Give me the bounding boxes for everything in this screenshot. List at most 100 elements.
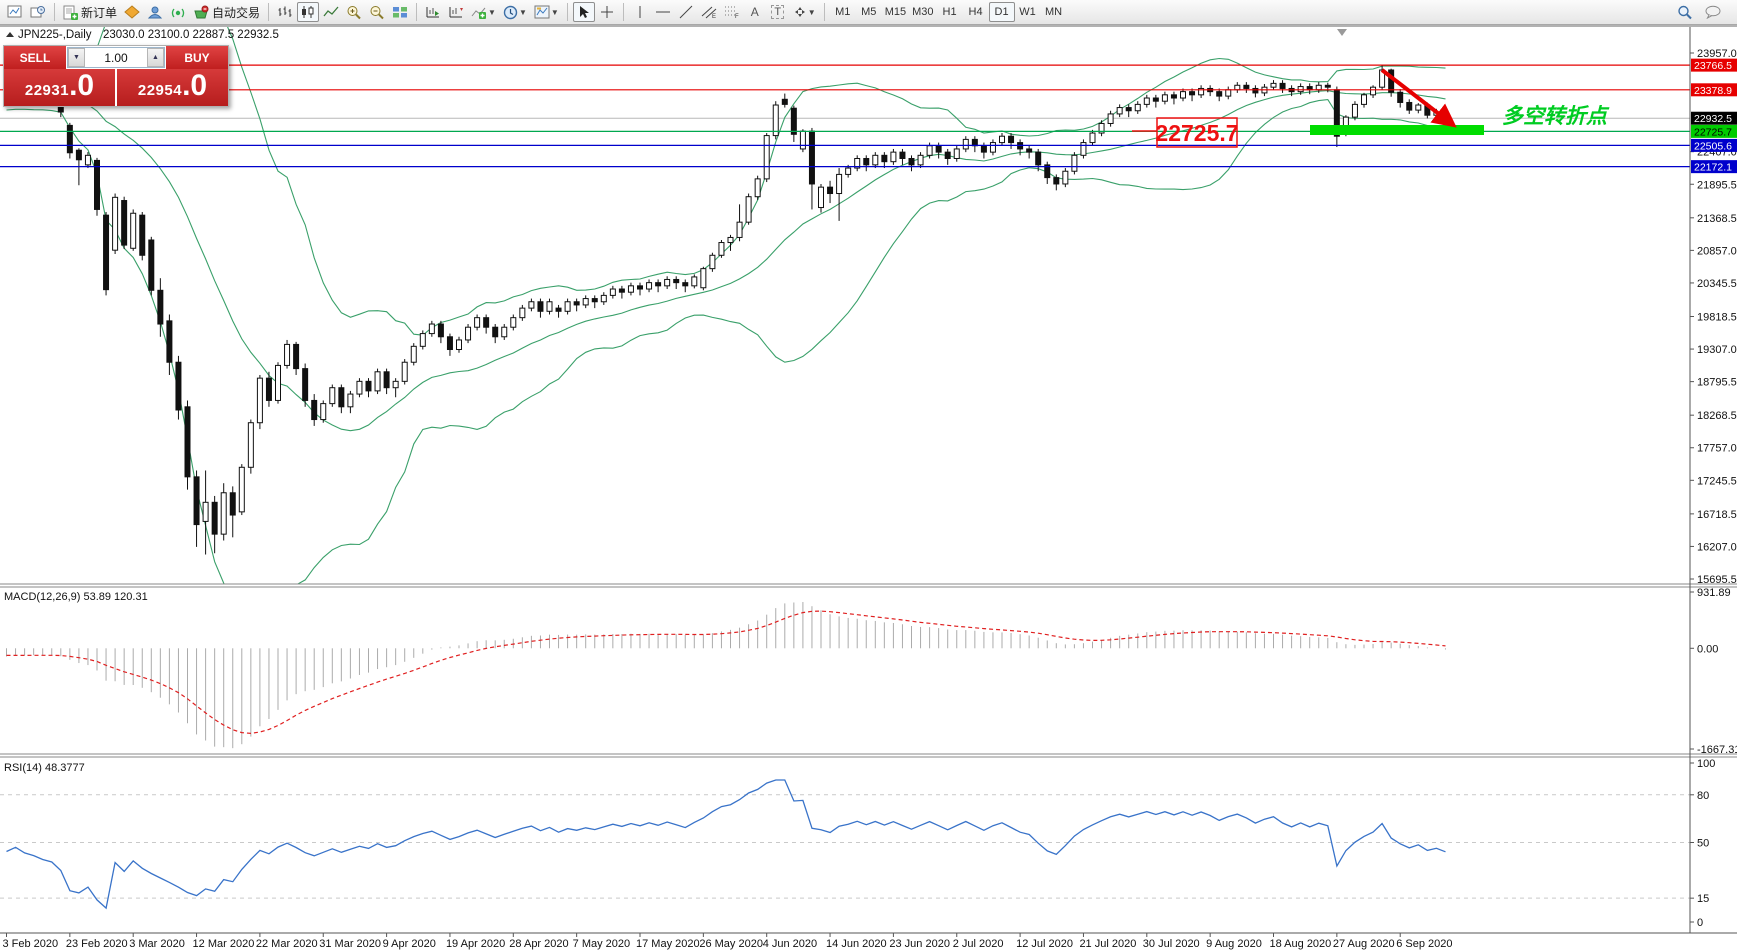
new-chart-icon[interactable] [4,2,26,22]
candle-bullish [763,135,770,180]
zoom-in-icon[interactable] [343,2,365,22]
timeframe-button-m15[interactable]: M15 [884,6,907,18]
panel-toggle-icon[interactable] [6,32,14,37]
trendline-icon[interactable] [675,2,697,22]
candle-bearish [555,307,562,312]
chart-shift-icon[interactable] [445,2,467,22]
timeframe-button-w1[interactable]: W1 [1019,6,1036,18]
candle-bearish [899,151,906,159]
sell-button[interactable]: SELL [4,46,66,69]
date-tick-label: 9 Aug 2020 [1206,938,1262,950]
bar-chart-icon[interactable] [274,2,296,22]
candle-bullish [609,288,616,296]
date-tick-label: 12 Mar 2020 [193,938,255,950]
time-axis[interactable]: 3 Feb 2020 23 Feb 2020 3 Mar 2020 12 Mar 20… [3,933,1453,950]
candle-bullish [854,157,861,169]
candle-bullish [818,186,824,209]
autotrading-button[interactable]: 自动交易 [190,2,263,22]
price-badge-label: 22932.5 [1694,113,1732,125]
candle-bullish [410,345,417,363]
volume-input[interactable] [85,48,147,67]
candle-bearish [302,368,309,401]
equidistant-channel-icon[interactable]: E [698,2,720,22]
chart-canvas[interactable]: 23957.022407.021895.521368.520857.020345… [0,25,1737,951]
timeframe-button-d1[interactable]: D1 [988,2,1015,22]
price-annotation-box[interactable] [1156,117,1238,148]
community-icon[interactable] [144,2,166,22]
candle-bearish [446,336,453,351]
candle-bullish [1062,170,1069,185]
buy-price[interactable]: 22954 .0 [117,69,228,106]
signals-icon[interactable] [167,2,189,22]
candle-bearish [437,323,444,338]
candle-bullish [799,130,806,150]
candle-bearish [293,343,300,370]
timeframe-button-h4[interactable]: H4 [968,6,983,18]
fibonacci-icon[interactable]: F [721,2,743,22]
timeframe-button-m5[interactable]: M5 [861,6,877,18]
line-chart-icon[interactable] [320,2,342,22]
crosshair-icon[interactable] [596,2,618,22]
downtrend-arrow[interactable] [1380,68,1457,128]
candle-bearish [121,200,128,246]
candle-bullish [238,466,245,513]
candle-bearish [148,239,155,291]
templates-icon[interactable]: ▼ [531,2,562,22]
timeframe-button-h1[interactable]: H1 [942,6,957,18]
candle-bullish [1071,154,1078,172]
candle-bearish [193,476,200,526]
timeframe-button-m1[interactable]: M1 [835,6,851,18]
candle-bullish [1415,104,1422,111]
candle-bearish [682,282,689,287]
candle-bearish [1406,101,1413,111]
date-tick-label: 31 Mar 2020 [319,938,381,950]
indicators-icon[interactable]: ▼ [468,2,499,22]
timeframe-button-m30[interactable]: M30 [912,6,934,18]
sell-price[interactable]: 22931 .0 [4,69,115,106]
cursor-icon[interactable] [572,2,595,22]
candle-bullish [220,492,227,535]
new-order-button[interactable]: 新订单 [60,2,120,22]
auto-scroll-icon[interactable] [422,2,444,22]
price-annotation-text: 22725.7 [1155,120,1238,146]
tile-windows-icon[interactable] [389,2,411,22]
date-tick-label: 9 Apr 2020 [383,938,436,950]
buy-button[interactable]: BUY [166,46,228,69]
toolbar-separator [823,3,825,21]
horizontal-line-icon[interactable] [652,2,674,22]
vertical-line-icon[interactable] [629,2,651,22]
volume-up-button[interactable]: ▲ [147,48,164,67]
candle-bullish [275,364,281,401]
svg-text:F: F [735,14,739,19]
chart-shift-marker[interactable] [1337,29,1347,36]
price-tick-label: 18795.5 [1697,377,1737,389]
price-tick-label: 19307.0 [1697,344,1737,356]
metaeditor-icon[interactable] [121,2,143,22]
text-icon[interactable]: A [750,5,759,19]
candlestick-chart-icon[interactable] [297,2,320,22]
zoom-out-icon[interactable] [366,2,388,22]
candle-bearish [483,317,490,328]
support-zone-highlight[interactable] [1310,125,1484,135]
timeframe-button-mn[interactable]: MN [1044,6,1063,18]
candle-bullish [736,221,743,238]
price-axis[interactable]: 23957.022407.021895.521368.520857.020345… [0,27,1737,934]
search-icon[interactable] [1674,2,1696,22]
candle-bullish [1098,122,1105,134]
date-tick-label: 23 Jun 2020 [889,938,950,950]
periods-icon[interactable]: ▼ [500,2,530,22]
buy-price-fraction: .0 [182,69,208,102]
arrows-icon[interactable]: ▼ [790,2,819,22]
chat-icon[interactable] [1702,2,1725,22]
toolbar-separator [566,3,568,21]
volume-down-button[interactable]: ▼ [68,48,85,67]
candle-bearish [1170,94,1177,99]
candle-bullish [999,135,1005,144]
main-price-panel [0,27,1690,584]
candle-bullish [627,285,634,293]
profiles-icon[interactable] [27,2,49,22]
macd-panel [6,602,1446,749]
price-tick-label: 17245.5 [1697,475,1737,487]
text-label-icon[interactable]: T [767,2,789,22]
candle-bullish [1116,107,1123,115]
